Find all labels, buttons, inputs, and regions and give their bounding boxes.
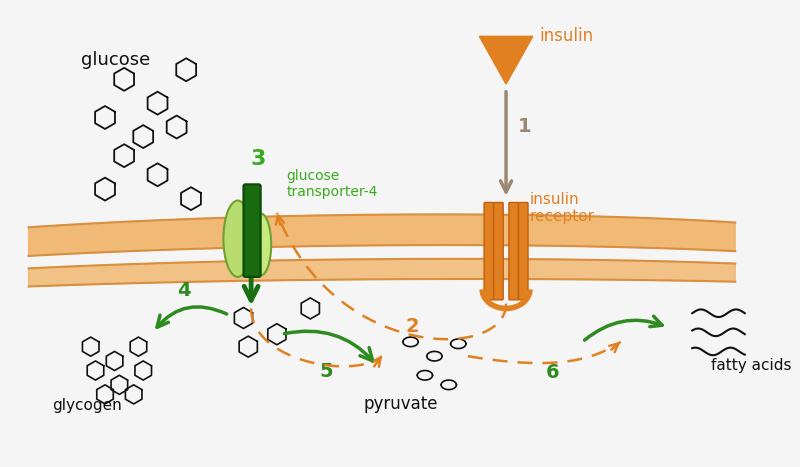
Polygon shape — [29, 214, 735, 256]
Polygon shape — [479, 36, 533, 84]
FancyBboxPatch shape — [243, 184, 261, 277]
Text: glycogen: glycogen — [53, 398, 122, 413]
Text: glucose
transporter-4: glucose transporter-4 — [286, 169, 378, 199]
FancyBboxPatch shape — [518, 203, 528, 300]
Text: insulin
receptor: insulin receptor — [530, 192, 595, 225]
Text: insulin: insulin — [539, 28, 594, 45]
FancyBboxPatch shape — [509, 203, 518, 300]
Text: pyruvate: pyruvate — [364, 395, 438, 413]
Ellipse shape — [223, 200, 252, 277]
FancyBboxPatch shape — [484, 203, 494, 300]
Text: 1: 1 — [518, 117, 531, 136]
Text: 4: 4 — [177, 281, 190, 300]
FancyBboxPatch shape — [494, 203, 503, 300]
Ellipse shape — [250, 213, 271, 276]
Text: 2: 2 — [406, 317, 419, 336]
Polygon shape — [29, 259, 735, 286]
Text: 5: 5 — [320, 362, 334, 381]
Text: glucose: glucose — [81, 51, 150, 69]
Text: fatty acids: fatty acids — [711, 358, 792, 373]
Text: 3: 3 — [250, 149, 266, 169]
Text: 6: 6 — [546, 363, 560, 382]
